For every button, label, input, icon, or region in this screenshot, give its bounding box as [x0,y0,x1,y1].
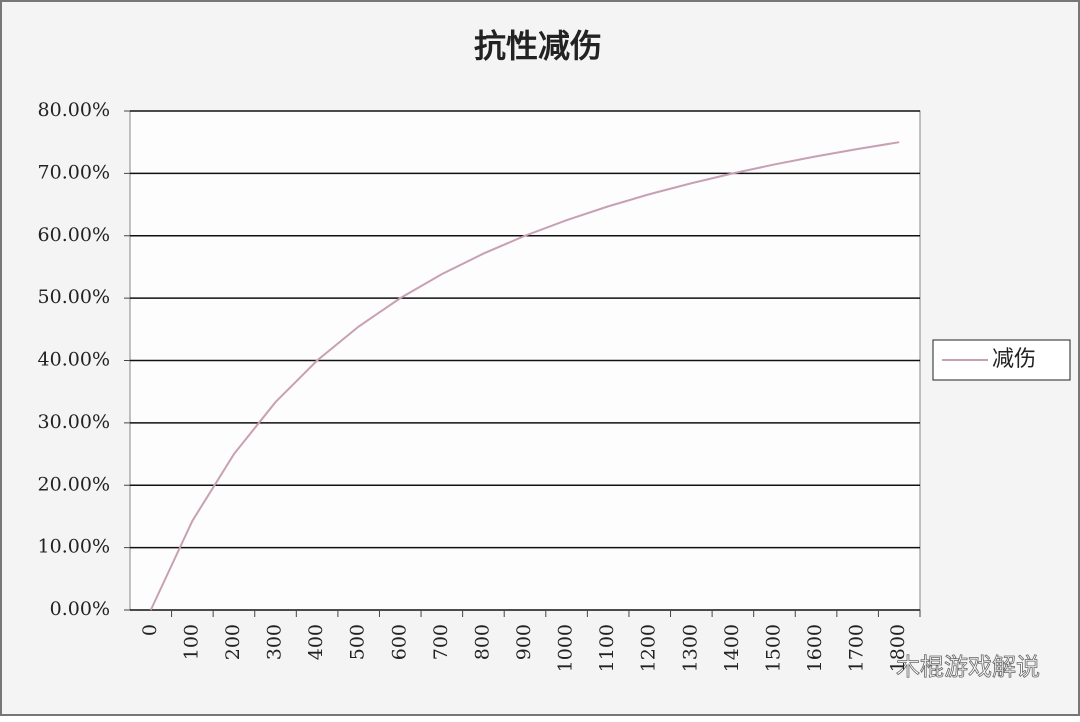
x-tick-label: 1500 [762,624,784,672]
x-tick-label: 0 [139,624,161,636]
x-tick-label: 100 [180,624,202,660]
y-tick-label: 0.00% [50,598,110,620]
x-tick-label: 600 [388,624,410,660]
y-tick-label: 10.00% [38,536,110,558]
y-tick-label: 30.00% [38,411,110,433]
y-tick-label: 70.00% [38,161,110,183]
x-tick-label: 300 [264,624,286,660]
x-tick-label: 500 [347,624,369,660]
x-tick-label: 400 [305,624,327,660]
legend: 减伤 [932,339,1071,381]
y-tick-label: 40.00% [38,349,110,371]
x-tick-label: 1400 [721,624,743,672]
x-tick-label: 1600 [804,624,826,672]
x-tick-label: 700 [430,624,452,660]
x-tick-label: 800 [471,624,493,660]
x-tick-label: 1800 [887,624,909,672]
legend-label: 减伤 [992,347,1036,372]
chart-title: 抗性减伤 [474,27,602,65]
x-tick-label: 1100 [596,624,618,672]
watermark: 木棍游戏解说 [896,653,1040,681]
x-tick-label: 900 [513,624,535,660]
x-tick-label: 200 [222,624,244,660]
x-tick-label: 1000 [555,624,577,672]
y-tick-label: 60.00% [38,224,110,246]
y-tick-label: 80.00% [38,99,110,121]
y-tick-label: 20.00% [38,473,110,495]
x-tick-label: 1300 [679,624,701,672]
x-tick-label: 1700 [846,624,868,672]
x-tick-label: 1200 [638,624,660,672]
line [149,141,900,611]
y-tick-label: 50.00% [38,286,110,308]
